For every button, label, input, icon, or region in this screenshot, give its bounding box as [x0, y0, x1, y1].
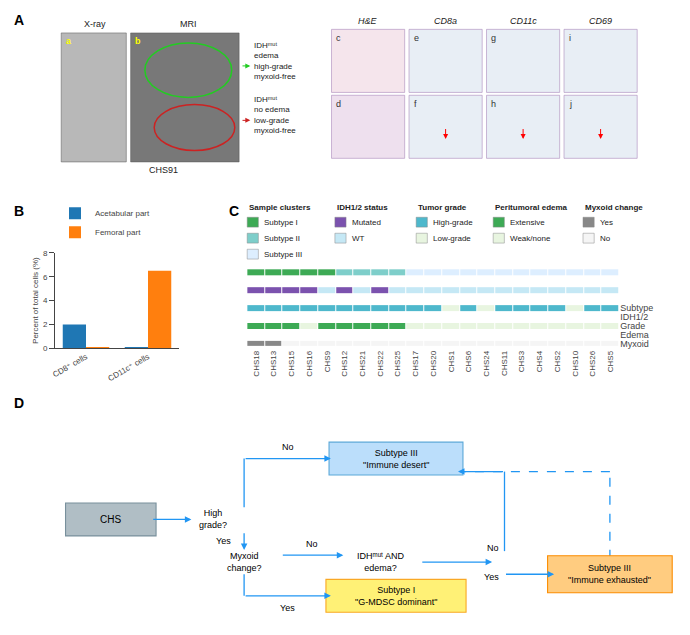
svg-text:No: No [282, 442, 294, 452]
svg-text:CHS26: CHS26 [588, 350, 597, 376]
svg-text:0: 0 [43, 344, 48, 353]
svg-text:CHS24: CHS24 [482, 350, 491, 376]
svg-text:CHS2: CHS2 [553, 350, 562, 372]
svg-text:IDHᵐᵘᵗ ANDedema?: IDHᵐᵘᵗ ANDedema? [357, 551, 405, 573]
svg-text:Sample clusters: Sample clusters [249, 203, 311, 212]
svg-text:h: h [491, 99, 496, 109]
svg-text:IDHᵐᵘᵗno edemalow-grademyxoid-: IDHᵐᵘᵗno edemalow-grademyxoid-free [254, 95, 296, 135]
svg-text:CHS1: CHS1 [447, 350, 456, 372]
svg-text:CHS21: CHS21 [358, 350, 367, 376]
svg-text:i: i [569, 33, 571, 43]
svg-text:2: 2 [43, 320, 48, 329]
svg-text:CHS20: CHS20 [429, 350, 438, 376]
svg-text:Peritumoral edema: Peritumoral edema [495, 203, 568, 212]
svg-text:No: No [600, 234, 611, 243]
svg-text:WT: WT [352, 234, 365, 243]
svg-text:CD11c: CD11c [510, 16, 537, 26]
svg-text:CHS25: CHS25 [393, 350, 402, 376]
svg-text:Percent of total cells (%): Percent of total cells (%) [31, 257, 40, 344]
svg-text:Myxoidchange?: Myxoidchange? [227, 551, 262, 573]
svg-text:CD11c⁺ cells: CD11c⁺ cells [106, 352, 151, 383]
svg-text:Femoral part: Femoral part [95, 228, 141, 237]
svg-text:CHS: CHS [100, 514, 121, 525]
svg-text:f: f [414, 99, 417, 109]
svg-text:Edema: Edema [620, 330, 649, 340]
svg-text:Mutated: Mutated [352, 218, 381, 227]
svg-text:CHS17: CHS17 [411, 350, 420, 376]
svg-text:Acetabular part: Acetabular part [95, 209, 150, 218]
svg-text:CHS3: CHS3 [517, 350, 526, 372]
svg-text:IDH1/2: IDH1/2 [620, 312, 648, 322]
svg-text:Grade: Grade [620, 321, 645, 331]
svg-text:Subtype III"Immune desert": Subtype III"Immune desert" [363, 448, 429, 470]
svg-text:a: a [66, 36, 72, 46]
svg-text:IDHᵐᵘᵗedemahigh-grademyxoid-fr: IDHᵐᵘᵗedemahigh-grademyxoid-free [254, 41, 296, 81]
svg-text:Yes: Yes [216, 536, 231, 546]
svg-text:CHS18: CHS18 [252, 350, 261, 376]
svg-text:CHS15: CHS15 [287, 350, 296, 376]
svg-text:d: d [336, 99, 341, 109]
svg-text:A: A [14, 12, 24, 28]
svg-text:CHS12: CHS12 [340, 350, 349, 376]
svg-text:Subtype I"G-MDSC dominant": Subtype I"G-MDSC dominant" [355, 585, 437, 607]
svg-text:X-ray: X-ray [84, 19, 106, 29]
svg-text:H&E: H&E [358, 16, 378, 26]
svg-text:Yes: Yes [280, 603, 295, 613]
svg-text:Yes: Yes [484, 572, 499, 582]
svg-text:No: No [306, 539, 318, 549]
svg-text:8: 8 [43, 249, 48, 258]
svg-text:CD69: CD69 [589, 16, 612, 26]
svg-text:CD8⁺ cells: CD8⁺ cells [51, 352, 89, 379]
svg-text:D: D [14, 395, 24, 411]
svg-text:IDH1/2 status: IDH1/2 status [337, 203, 388, 212]
svg-text:CHS9: CHS9 [323, 350, 332, 372]
svg-text:Myxoid change: Myxoid change [585, 203, 643, 212]
svg-text:CD8a: CD8a [434, 16, 457, 26]
svg-text:B: B [14, 203, 24, 219]
svg-text:CHS10: CHS10 [571, 350, 580, 376]
svg-text:CHS11: CHS11 [500, 350, 509, 376]
svg-text:CHS4: CHS4 [535, 350, 544, 372]
svg-text:Subtype III"Immune exhausted": Subtype III"Immune exhausted" [568, 563, 651, 585]
svg-text:6: 6 [43, 273, 48, 282]
svg-text:MRI: MRI [180, 19, 197, 29]
svg-text:No: No [487, 543, 499, 553]
svg-text:CHS16: CHS16 [305, 350, 314, 376]
svg-text:Subtype III: Subtype III [264, 250, 302, 259]
svg-text:CHS22: CHS22 [376, 350, 385, 376]
svg-text:j: j [569, 99, 572, 109]
svg-text:Subtype II: Subtype II [264, 234, 300, 243]
svg-text:CHS13: CHS13 [269, 350, 278, 376]
svg-text:CHS5: CHS5 [606, 350, 615, 372]
svg-text:Subtype I: Subtype I [264, 218, 298, 227]
svg-text:Extensive: Extensive [510, 218, 545, 227]
svg-text:Highgrade?: Highgrade? [199, 508, 227, 530]
svg-text:g: g [491, 33, 496, 43]
svg-text:Low-grade: Low-grade [433, 234, 471, 243]
svg-text:c: c [336, 33, 341, 43]
svg-text:Tumor grade: Tumor grade [418, 203, 467, 212]
svg-text:Yes: Yes [600, 218, 613, 227]
svg-text:4: 4 [43, 296, 48, 305]
svg-text:CHS91: CHS91 [149, 165, 178, 175]
svg-text:Weak/none: Weak/none [510, 234, 551, 243]
svg-text:High-grade: High-grade [433, 218, 473, 227]
svg-text:C: C [229, 203, 239, 219]
svg-text:CHS6: CHS6 [464, 350, 473, 372]
svg-text:Myxoid: Myxoid [620, 339, 649, 349]
svg-text:b: b [135, 36, 141, 46]
svg-text:Subtype: Subtype [620, 303, 653, 313]
svg-text:e: e [414, 33, 419, 43]
